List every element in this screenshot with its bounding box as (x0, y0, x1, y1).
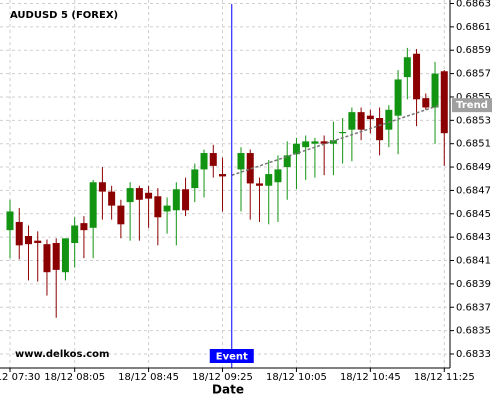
candle-body (191, 169, 199, 189)
candle-body (163, 205, 171, 212)
y-tick-label: 0.6857 (456, 69, 491, 80)
candle-body (385, 109, 393, 130)
y-tick-label: 0.6837 (456, 302, 491, 313)
candle-body (34, 240, 42, 243)
x-tick-label: 18/12 07:30 (0, 372, 40, 383)
candle-body (117, 205, 125, 225)
candle-body (292, 143, 300, 155)
x-axis-label: Date (212, 383, 244, 397)
candle-body (422, 98, 430, 108)
candle-body (357, 112, 365, 130)
candle-body (126, 188, 134, 203)
y-tick-label: 0.6855 (456, 92, 491, 103)
watermark: www.delkos.com (15, 349, 109, 360)
event-label: Event (216, 352, 248, 363)
x-tick-label: 18/12 08:05 (44, 372, 105, 383)
candle-body (403, 57, 411, 78)
chart-title: AUDUSD 5 (FOREX) (10, 10, 118, 21)
candle-body (15, 221, 23, 246)
candle-body (329, 140, 337, 144)
candle-body (274, 169, 282, 183)
candle-body (311, 141, 319, 144)
candle-body (302, 141, 310, 148)
candle-body (98, 182, 106, 192)
candle-body (246, 153, 254, 184)
candle-body (237, 153, 245, 170)
candle-body (182, 189, 190, 211)
candle-body (283, 155, 291, 168)
candle-body (154, 196, 162, 218)
candle-body (80, 223, 88, 231)
candle-body (265, 174, 273, 186)
x-tick-label: 18/12 11:25 (414, 372, 475, 383)
y-tick-label: 0.6849 (456, 162, 491, 173)
y-tick-label: 0.6833 (456, 349, 491, 360)
y-tick-label: 0.6863 (456, 0, 491, 10)
plot (6, 4, 448, 368)
candle-body (6, 211, 14, 231)
x-tick-label: 18/12 09:25 (192, 372, 253, 383)
grid (0, 0, 450, 368)
candle-body (376, 117, 384, 141)
candle-body (108, 191, 116, 206)
y-tick-label: 0.6845 (456, 209, 491, 220)
y-tick-label: 0.6839 (456, 279, 491, 290)
y-tick-label: 0.6851 (456, 139, 491, 150)
y-tick-label: 0.6843 (456, 232, 491, 243)
x-tick-label: 18/12 10:45 (340, 372, 401, 383)
y-tick-label: 0.6861 (456, 22, 491, 33)
x-tick-label: 18/12 10:05 (266, 372, 327, 383)
candle-body (431, 73, 439, 108)
y-tick-label: 0.6853 (456, 115, 491, 126)
event-label-box (209, 349, 254, 363)
candle-body (366, 115, 374, 120)
candle-body (394, 79, 402, 116)
candle-body (320, 141, 328, 144)
candle-body (52, 242, 60, 270)
trend-label-box (452, 98, 492, 113)
candle-body (43, 244, 51, 273)
y-tick-label: 0.6847 (456, 185, 491, 196)
y-tick-label: 0.6835 (456, 326, 491, 337)
candle-body (348, 112, 356, 130)
candle-body (24, 235, 32, 245)
y-tick-label: 0.6859 (456, 45, 491, 56)
candle-body (440, 71, 448, 134)
candle-body (200, 153, 208, 170)
candle-body (255, 183, 263, 186)
candle-body (71, 225, 79, 243)
trend-line (231, 104, 440, 176)
candle-body (135, 188, 143, 200)
candle-body (89, 182, 97, 228)
y-tick-label: 0.6841 (456, 256, 491, 267)
candle-body (209, 153, 217, 166)
x-tick-label: 18/12 08:45 (118, 372, 179, 383)
candle-body (145, 192, 153, 199)
candle-body (61, 238, 69, 273)
trend-label: Trend (456, 100, 488, 111)
candle-body (339, 132, 347, 134)
candle-body (172, 189, 180, 211)
candle-body (413, 53, 421, 100)
candle-body (219, 174, 227, 177)
